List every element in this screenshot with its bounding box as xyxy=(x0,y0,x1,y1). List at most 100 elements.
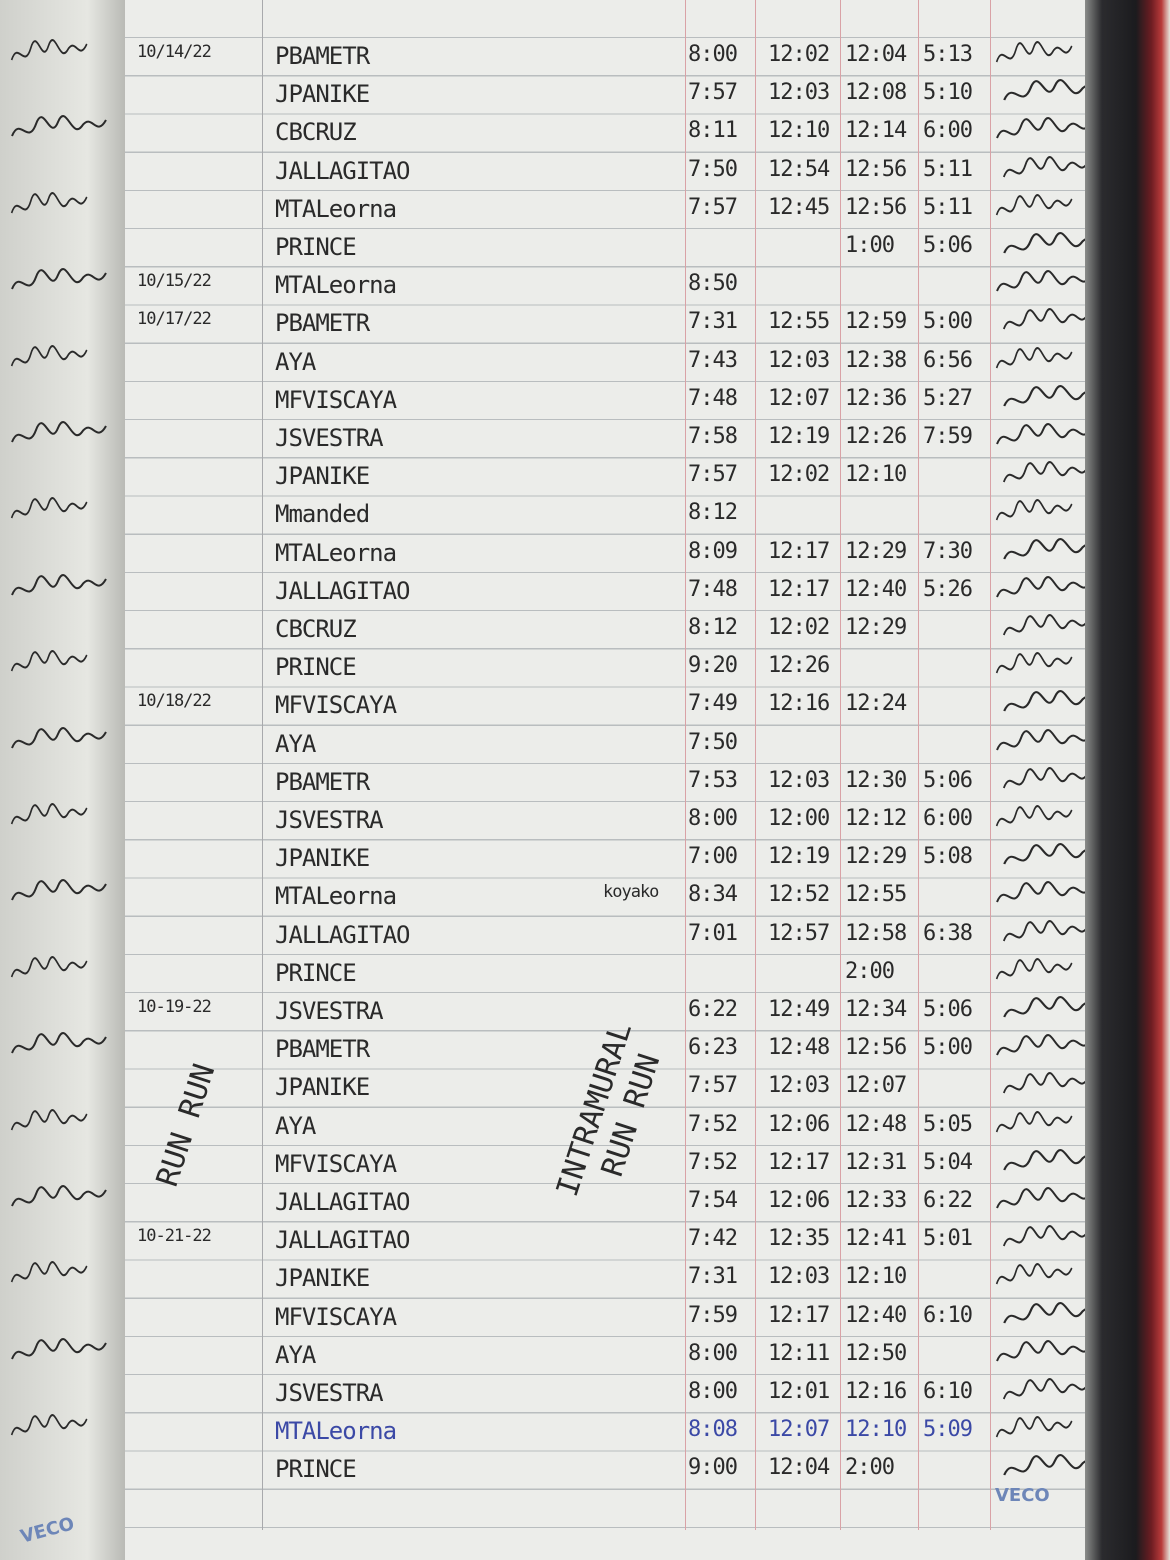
table-row: PBAMETR 6:23 12:48 12:56 5:00 xyxy=(125,1029,1092,1067)
signature xyxy=(1002,461,1090,483)
signature xyxy=(1002,1225,1090,1247)
table-row: 10/14/22 PBAMETR 8:00 12:02 12:04 5:13 xyxy=(125,36,1085,74)
time-in-am: 8:11 xyxy=(688,118,738,144)
signature xyxy=(996,1034,1092,1056)
time-out-pm: 7:30 xyxy=(923,538,973,564)
time-out-pm: 5:00 xyxy=(923,1035,973,1061)
time-out-am: 12:02 xyxy=(768,42,830,67)
employee-name: JPANIKE xyxy=(275,844,370,873)
signature xyxy=(1002,155,1090,178)
time-in-pm: 12:36 xyxy=(845,385,907,411)
brand-logo: VECO xyxy=(995,1485,1050,1506)
time-in-am: 8:12 xyxy=(688,615,738,640)
time-in-pm: 12:10 xyxy=(845,1264,907,1290)
table-row: MTALeorna koyako 8:34 12:52 12:55 xyxy=(125,876,1092,914)
table-row: JSVESTRA 8:00 12:00 12:12 6:00 xyxy=(125,800,1085,838)
employee-name: MFVISCAYA xyxy=(275,385,397,414)
employee-name: JALLAGITAO xyxy=(275,1188,410,1216)
employee-name: JPANIKE xyxy=(275,80,370,109)
time-out-pm: 6:22 xyxy=(923,1188,973,1213)
time-in-pm: 12:58 xyxy=(845,920,907,946)
time-in-pm: 12:10 xyxy=(845,1417,907,1443)
entry-date: 10/14/22 xyxy=(137,42,212,62)
table-row: AYA 8:00 12:11 12:50 xyxy=(125,1335,1092,1373)
employee-name: JALLAGITAO xyxy=(275,156,410,185)
time-out-am: 12:07 xyxy=(768,1417,830,1443)
time-in-am: 7:58 xyxy=(688,424,738,449)
time-in-pm: 12:41 xyxy=(845,1226,907,1252)
time-out-am: 12:17 xyxy=(768,576,830,602)
time-in-pm: 12:56 xyxy=(845,156,907,182)
time-in-am: 8:08 xyxy=(688,1417,738,1443)
time-in-am: 7:52 xyxy=(688,1111,738,1137)
signature xyxy=(995,1416,1073,1438)
signature xyxy=(1002,766,1090,789)
time-out-am: 12:19 xyxy=(768,424,830,449)
time-in-pm: 12:07 xyxy=(845,1073,907,1099)
signature xyxy=(996,728,1092,751)
logbook-page: 10/14/22 PBAMETR 8:00 12:02 12:04 5:13 JPANIKE… xyxy=(125,0,1095,1560)
time-in-pm: 12:29 xyxy=(845,538,907,564)
time-in-am: 7:48 xyxy=(688,385,738,411)
time-in-pm: 12:14 xyxy=(845,118,907,144)
table-row: MFVISCAYA 7:59 12:17 12:40 6:10 xyxy=(125,1297,1095,1335)
time-out-am: 12:03 xyxy=(768,1073,830,1099)
time-out-am: 12:17 xyxy=(768,538,830,564)
time-in-pm: 12:10 xyxy=(845,462,907,488)
time-in-pm: 12:40 xyxy=(845,1302,907,1328)
time-in-pm: 12:34 xyxy=(845,997,907,1022)
entry-date: 10/18/22 xyxy=(137,691,212,712)
time-in-am: 7:50 xyxy=(688,729,738,755)
employee-name: JSVESTRA xyxy=(275,806,384,834)
table-row: JALLAGITAO 7:48 12:17 12:40 5:26 xyxy=(125,571,1092,609)
left-page-signature xyxy=(11,421,107,443)
signature xyxy=(995,652,1073,674)
time-out-am: 12:17 xyxy=(768,1302,830,1328)
table-row: MTALeorna 8:08 12:07 12:10 5:09 xyxy=(125,1411,1085,1449)
employee-name: JSVESTRA xyxy=(275,1379,384,1407)
time-out-pm: 6:38 xyxy=(923,920,973,946)
time-in-am: 7:49 xyxy=(688,691,738,717)
employee-name: MTALeorna xyxy=(275,194,397,223)
time-out-am: 12:00 xyxy=(768,806,830,831)
employee-name: MTALeorna xyxy=(275,882,397,911)
time-out-pm: 5:01 xyxy=(923,1226,973,1252)
time-in-am: 7:57 xyxy=(688,194,738,220)
left-page-signature xyxy=(10,1108,88,1131)
time-out-am: 12:45 xyxy=(768,194,830,220)
time-out-pm: 5:09 xyxy=(923,1417,973,1443)
entry-note: koyako xyxy=(603,882,659,903)
time-in-am: 7:01 xyxy=(688,920,738,946)
table-row: Mmanded 8:12 xyxy=(125,494,1085,532)
time-in-pm: 12:40 xyxy=(845,576,907,602)
table-row: JSVESTRA 7:58 12:19 12:26 7:59 xyxy=(125,418,1092,456)
employee-name: JSVESTRA xyxy=(275,424,384,452)
time-out-pm: 5:26 xyxy=(923,576,973,602)
time-in-am: 7:57 xyxy=(688,462,738,488)
time-out-am: 12:55 xyxy=(768,309,830,335)
table-row: PRINCE 9:20 12:26 xyxy=(125,647,1085,685)
signature xyxy=(1002,614,1090,636)
signature xyxy=(1003,232,1095,254)
time-in-am: 7:59 xyxy=(688,1302,738,1328)
left-page-signature xyxy=(11,1185,107,1207)
time-in-pm: 12:24 xyxy=(845,691,907,717)
time-in-pm: 1:00 xyxy=(845,233,895,258)
left-page-signature xyxy=(10,955,88,978)
time-out-pm: 5:05 xyxy=(923,1111,973,1137)
time-in-am: 7:43 xyxy=(688,347,738,373)
time-in-am: 6:22 xyxy=(688,997,738,1022)
signature xyxy=(1003,79,1095,101)
left-page-signature xyxy=(11,726,107,749)
employee-name: PRINCE xyxy=(275,958,357,987)
employee-name: AYA xyxy=(275,729,316,758)
time-out-pm: 5:06 xyxy=(923,997,973,1022)
left-page-signature xyxy=(10,191,88,214)
entry-date: 10-21-22 xyxy=(137,1226,212,1247)
time-in-pm: 2:00 xyxy=(845,1455,895,1481)
time-out-pm: 6:56 xyxy=(923,347,973,373)
signature xyxy=(995,193,1073,216)
time-out-pm: 5:06 xyxy=(923,767,973,793)
employee-name: PRINCE xyxy=(275,1455,357,1484)
time-out-pm: 6:00 xyxy=(923,806,973,831)
